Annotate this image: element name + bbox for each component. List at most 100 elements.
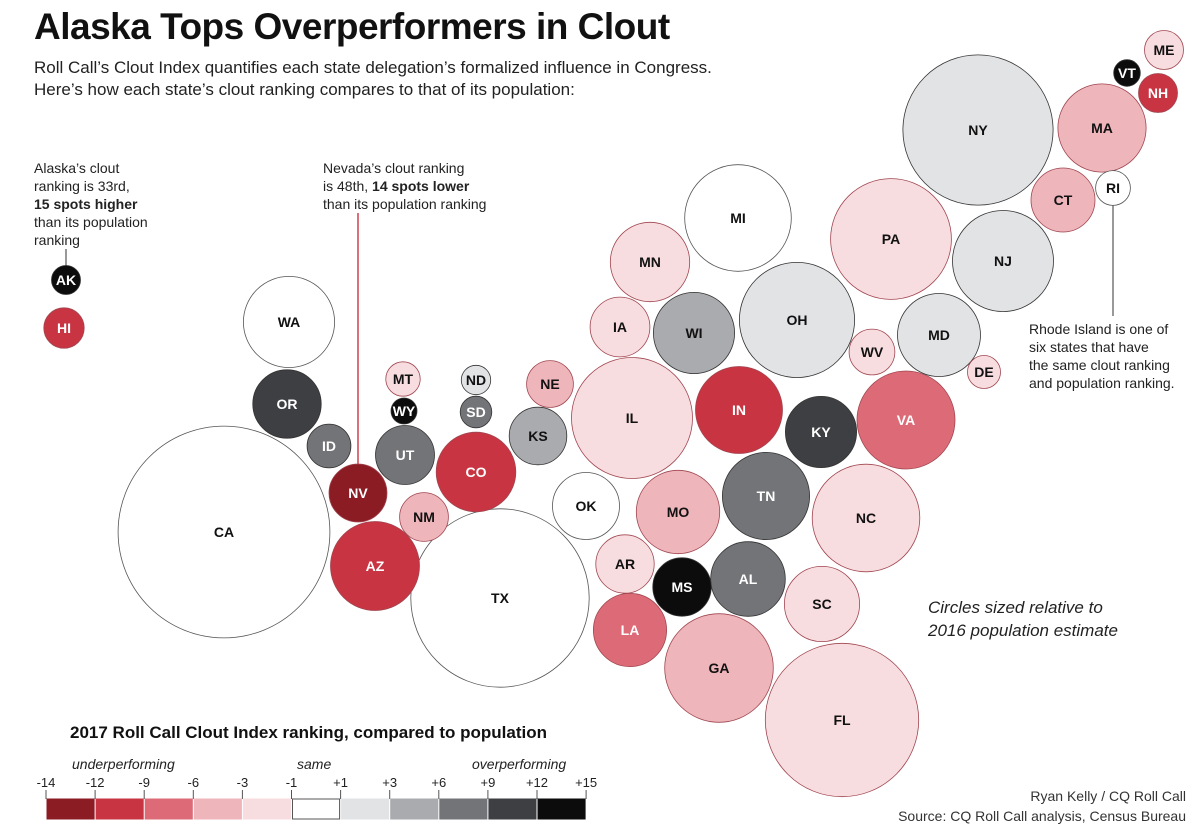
legend-swatch: [242, 798, 291, 820]
subtitle-line-2: Here’s how each state’s clout ranking co…: [34, 80, 575, 99]
credit: Ryan Kelly / CQ Roll Call Source: CQ Rol…: [898, 786, 1186, 826]
state-label: AZ: [366, 558, 385, 574]
state-bubble-ak: AK: [51, 265, 81, 295]
legend-swatch: [46, 798, 95, 820]
state-bubble-in: IN: [695, 366, 783, 454]
state-bubble-sd: SD: [459, 395, 493, 429]
state-bubble-ma: MA: [1057, 83, 1147, 173]
state-circle: [830, 178, 952, 300]
state-circle: [252, 369, 322, 439]
state-label: VT: [1118, 65, 1136, 81]
nevada-annotation-bold: 14 spots lower: [372, 178, 470, 194]
state-bubble-ut: UT: [375, 425, 435, 485]
state-bubble-sc: SC: [784, 566, 861, 643]
state-circle: [848, 328, 896, 376]
legend-swatch: [537, 798, 586, 820]
ri-annotation-line: the same clout ranking: [1029, 357, 1170, 373]
nevada-annotation-line: is 48th, 14 spots lower: [323, 177, 486, 195]
state-bubble-nh: NH: [1138, 73, 1178, 113]
legend-swatch: [144, 798, 193, 820]
state-circle: [784, 566, 861, 643]
state-bubble-nv: NV: [328, 463, 388, 523]
state-circle: [811, 463, 921, 573]
alaska-annotation-line: 15 spots higher: [34, 195, 148, 213]
state-label: SD: [466, 404, 485, 420]
state-label: OK: [576, 498, 597, 514]
state-circle: [43, 307, 85, 349]
state-label: WY: [393, 403, 416, 419]
legend-tick-label: -1: [286, 775, 298, 790]
state-circle: [684, 164, 792, 272]
state-bubble-de: DE: [967, 355, 1001, 389]
nevada-annotation-line: Nevada’s clout ranking: [323, 160, 465, 176]
state-circle: [410, 508, 590, 688]
state-label: NE: [540, 376, 559, 392]
state-circle: [1057, 83, 1147, 173]
state-bubbles: CA TX FL NY IL PA OH GA NC MI NJ VA WA AZ MA TN IN MO MD WI…: [43, 30, 1184, 798]
state-circle: [897, 293, 981, 377]
state-label: AK: [56, 272, 76, 288]
state-label: WV: [861, 344, 884, 360]
state-bubble-il: IL: [571, 357, 693, 479]
state-bubble-mt: MT: [385, 361, 421, 397]
state-bubble-ok: OK: [552, 472, 620, 540]
state-circle: [51, 265, 81, 295]
state-label: ID: [322, 438, 336, 454]
alaska-annotation-bold: 15 spots higher: [34, 196, 138, 212]
state-bubble-or: OR: [252, 369, 322, 439]
state-label: NY: [968, 122, 988, 138]
alaska-annotation-line: ranking: [34, 232, 80, 248]
size-note: Circles sized relative to 2016 populatio…: [928, 596, 1118, 642]
state-label: CA: [214, 524, 234, 540]
state-label: NM: [413, 509, 435, 525]
state-label: MS: [672, 579, 693, 595]
state-circle: [595, 534, 655, 594]
state-bubble-ny: NY: [902, 54, 1054, 206]
state-label: MN: [639, 254, 661, 270]
state-circle: [764, 642, 920, 798]
legend-underperforming-label: underperforming: [72, 756, 175, 772]
state-bubble-ga: GA: [664, 613, 774, 723]
state-bubble-az: AZ: [330, 521, 420, 611]
state-circle: [460, 364, 492, 396]
legend-tick-label: -6: [188, 775, 200, 790]
state-label: SC: [812, 596, 831, 612]
state-bubble-tx: TX: [410, 508, 590, 688]
state-circle: [739, 261, 856, 378]
legend-tick-label: -9: [138, 775, 150, 790]
state-circle: [722, 451, 811, 540]
state-circle: [635, 469, 721, 555]
state-circle: [1030, 167, 1096, 233]
state-bubble-ca: CA: [117, 425, 331, 639]
state-circle: [459, 395, 493, 429]
state-bubble-wy: WY: [390, 397, 418, 425]
state-label: TX: [491, 590, 510, 606]
state-bubble-ky: KY: [785, 395, 858, 468]
nevada-annotation: Nevada’s clout ranking is 48th, 14 spots…: [323, 159, 486, 213]
state-circle: [695, 366, 783, 454]
subtitle-line-1: Roll Call’s Clout Index quantifies each …: [34, 58, 712, 77]
state-label: TN: [757, 488, 776, 504]
state-label: LA: [621, 622, 640, 638]
annotation-leader-lines: [65, 205, 1114, 470]
state-circle: [526, 360, 574, 408]
state-circle: [785, 395, 858, 468]
state-bubble-id: ID: [306, 423, 352, 469]
legend-tick-label: +1: [333, 775, 348, 790]
state-bubble-vt: VT: [1113, 59, 1141, 87]
alaska-annotation-line: than its population: [34, 214, 148, 230]
credit-author: Ryan Kelly / CQ Roll Call: [1030, 788, 1186, 804]
state-circle: [508, 406, 568, 466]
state-label: PA: [882, 231, 900, 247]
ri-annotation-line: six states that have: [1029, 339, 1149, 355]
state-bubble-wv: WV: [848, 328, 896, 376]
state-bubble-nc: NC: [811, 463, 921, 573]
state-bubble-co: CO: [435, 431, 517, 513]
state-label: UT: [396, 447, 415, 463]
state-label: DE: [974, 364, 993, 380]
legend-swatch: [390, 798, 439, 820]
state-bubble-mn: MN: [609, 221, 691, 303]
state-label: OH: [787, 312, 808, 328]
state-label: IL: [626, 410, 639, 426]
